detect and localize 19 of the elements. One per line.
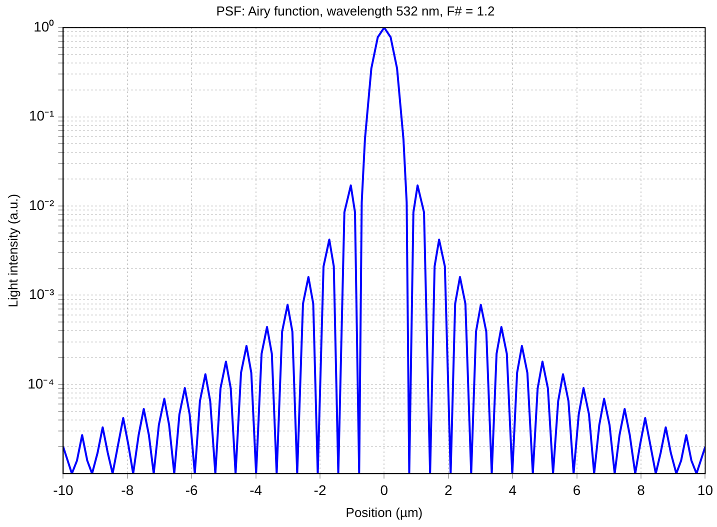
x-tick-label: -4 [250, 482, 262, 498]
x-axis-title: Position (µm) [346, 504, 423, 520]
x-tick-label: 10 [697, 482, 714, 498]
x-tick-label: -2 [314, 482, 326, 498]
x-tick-label: 4 [508, 482, 517, 498]
y-tick-label: 10⁻⁴ [28, 375, 54, 392]
y-axis-title: Light intensity (a.u.) [5, 194, 20, 308]
x-tick-label: -10 [53, 482, 74, 498]
x-tick-label: -6 [185, 482, 198, 498]
y-tick-label: 10⁻² [28, 196, 55, 213]
y-tick-label: 10⁻¹ [28, 108, 55, 124]
x-tick-label: 6 [572, 482, 581, 498]
x-tick-label: 8 [637, 482, 646, 498]
x-tick-label: -8 [121, 482, 134, 498]
x-tick-label: 0 [380, 482, 388, 498]
y-tick-label: 10⁻³ [28, 286, 55, 302]
x-tick-label: 2 [444, 482, 453, 498]
y-tick-label: 10⁰ [34, 18, 54, 34]
chart-title: PSF: Airy function, wavelength 532 nm, F# = 1.2 [216, 3, 495, 18]
